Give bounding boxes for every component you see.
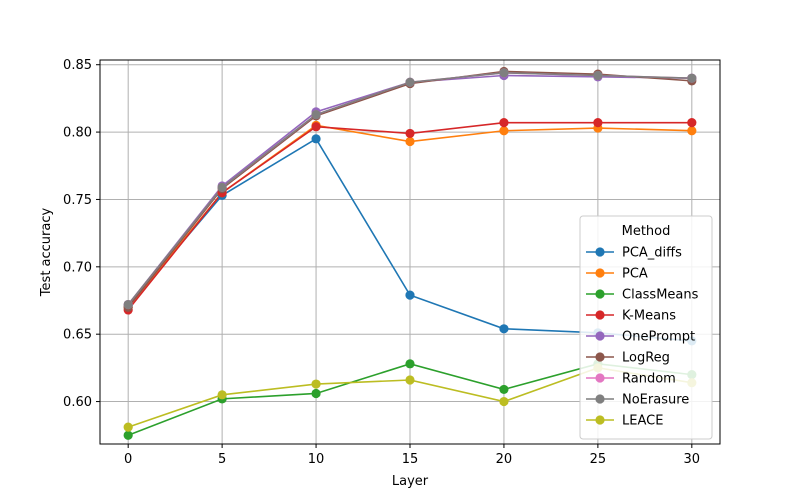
data-point-pca <box>405 136 415 147</box>
legend: Method PCA_diffs PCA ClassMeans K-Means OnePr… <box>579 215 713 440</box>
legend-box <box>579 215 713 440</box>
x-tick-label: 30 <box>684 452 701 467</box>
legend-item-classmeans: ClassMeans <box>586 288 699 303</box>
y-tick-label: 0.85 <box>63 58 92 73</box>
data-point-classmeans <box>405 359 415 369</box>
legend-label: NoErasure <box>622 393 689 408</box>
data-point-noerasure <box>217 182 227 192</box>
legend-item-pca-diffs: PCA_diffs <box>586 246 682 261</box>
data-point-leace <box>217 390 227 400</box>
legend-label: PCA_diffs <box>622 246 682 261</box>
legend-item-noerasure: NoErasure <box>586 393 689 408</box>
series-markers <box>123 66 697 440</box>
data-point-pca-diffs <box>311 134 321 144</box>
legend-title: Method <box>622 224 671 239</box>
legend-label: K-Means <box>622 309 676 324</box>
data-point-pca <box>687 126 697 136</box>
y-tick-label: 0.60 <box>63 395 92 410</box>
data-point-pca-diffs <box>405 290 415 300</box>
data-point-k-means <box>405 128 415 139</box>
legend-marker-noerasure <box>595 394 605 404</box>
data-point-noerasure <box>123 299 133 310</box>
data-point-leace <box>311 379 321 389</box>
data-point-noerasure <box>593 70 603 81</box>
data-point-classmeans <box>123 430 133 440</box>
data-point-noerasure <box>687 73 697 83</box>
legend-label: LogReg <box>622 351 670 366</box>
x-tick-label: 15 <box>402 452 419 467</box>
data-point-k-means <box>687 118 697 128</box>
legend-label: OnePrompt <box>622 330 695 345</box>
data-point-leace <box>123 422 133 432</box>
x-tick-label: 20 <box>496 452 513 467</box>
y-tick-label: 0.80 <box>63 126 92 141</box>
legend-item-logreg: LogReg <box>586 351 670 366</box>
legend-label: LEACE <box>622 414 663 429</box>
legend-marker-logreg <box>595 352 605 362</box>
y-tick-label: 0.70 <box>63 260 92 275</box>
data-point-pca-diffs <box>499 324 509 334</box>
data-point-noerasure <box>311 109 321 120</box>
legend-item-random: Random <box>586 372 676 387</box>
data-point-k-means <box>593 118 603 128</box>
y-tick-label: 0.75 <box>63 193 92 208</box>
data-point-pca <box>499 126 509 136</box>
legend-marker-random <box>595 373 605 383</box>
legend-label: Random <box>622 372 676 387</box>
legend-item-pca: PCA <box>586 267 648 282</box>
legend-marker-pca-diffs <box>595 247 605 257</box>
legend-marker-leace <box>595 415 605 425</box>
y-tick-label: 0.65 <box>63 328 92 343</box>
legend-marker-oneprompt <box>595 331 605 341</box>
data-point-leace <box>499 396 509 407</box>
legend-marker-k-means <box>595 310 605 320</box>
x-tick-label: 25 <box>590 452 607 467</box>
data-point-classmeans <box>311 388 321 399</box>
legend-marker-pca <box>595 268 605 278</box>
x-tick-label: 10 <box>308 452 325 467</box>
data-point-noerasure <box>405 77 415 87</box>
legend-item-leace: LEACE <box>586 414 663 429</box>
legend-marker-classmeans <box>595 289 605 299</box>
x-tick-label: 5 <box>218 452 226 467</box>
data-point-noerasure <box>499 68 509 78</box>
data-point-classmeans <box>499 384 509 395</box>
x-axis-label: Layer <box>392 474 429 489</box>
data-point-leace <box>405 375 415 385</box>
y-axis-label: Test accuracy <box>39 208 54 298</box>
legend-item-k-means: K-Means <box>586 309 676 324</box>
x-tick-label: 0 <box>124 452 132 467</box>
data-point-k-means <box>499 118 509 128</box>
y-axis: 0.60 0.65 0.70 0.75 0.80 0.85 <box>63 58 100 410</box>
x-axis: 0 5 10 15 20 25 30 <box>124 444 700 467</box>
data-point-k-means <box>311 122 321 132</box>
legend-label: PCA <box>622 267 648 282</box>
legend-label: ClassMeans <box>622 288 699 303</box>
legend-item-oneprompt: OnePrompt <box>586 330 695 345</box>
